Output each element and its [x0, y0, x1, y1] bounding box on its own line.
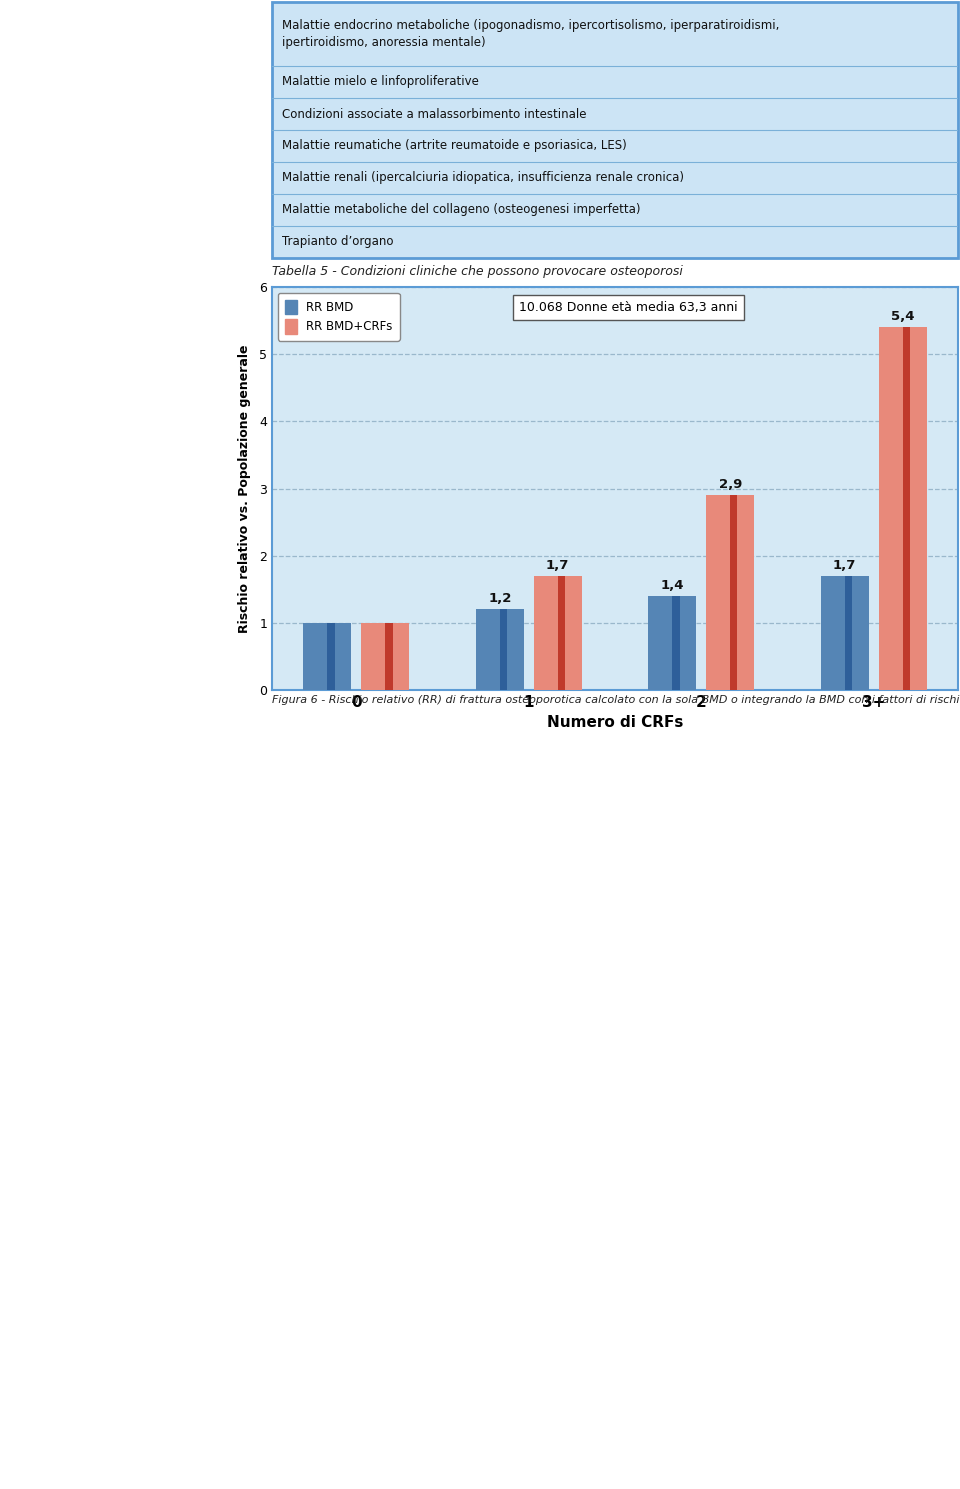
Text: 1,4: 1,4: [660, 579, 684, 593]
Legend: RR BMD, RR BMD+CRFs: RR BMD, RR BMD+CRFs: [277, 293, 399, 341]
Text: 10.068 Donne età media 63,3 anni: 10.068 Donne età media 63,3 anni: [519, 301, 737, 314]
Text: Trapianto d’organo: Trapianto d’organo: [282, 235, 394, 249]
Text: 1,7: 1,7: [833, 558, 856, 572]
Text: Condizioni associate a malassorbimento intestinale: Condizioni associate a malassorbimento i…: [282, 107, 587, 121]
Text: 5,4: 5,4: [891, 310, 915, 323]
Bar: [385, 622, 393, 689]
Text: Malattie mielo e linfoproliferative: Malattie mielo e linfoproliferative: [282, 76, 479, 88]
Bar: [706, 496, 755, 689]
Bar: [821, 576, 869, 689]
Bar: [878, 328, 926, 689]
Bar: [558, 576, 565, 689]
Text: Malattie renali (ipercalciuria idiopatica, insufficienza renale cronica): Malattie renali (ipercalciuria idiopatic…: [282, 171, 684, 185]
Text: 2,9: 2,9: [718, 478, 742, 491]
Text: Figura 6 - Rischio relativo (RR) di frattura osteoporotica calcolato con la sola: Figura 6 - Rischio relativo (RR) di frat…: [272, 695, 960, 706]
Bar: [475, 609, 524, 689]
Text: Malattie metaboliche del collageno (osteogenesi imperfetta): Malattie metaboliche del collageno (oste…: [282, 204, 640, 216]
Bar: [672, 596, 680, 689]
Text: Tabella 5 - Condizioni cliniche che possono provocare osteoporosi: Tabella 5 - Condizioni cliniche che poss…: [272, 265, 683, 278]
Text: Malattie reumatiche (artrite reumatoide e psoriasica, LES): Malattie reumatiche (artrite reumatoide …: [282, 140, 627, 152]
Text: 1,7: 1,7: [546, 558, 569, 572]
Bar: [534, 576, 582, 689]
Text: Malattie endocrino metaboliche (ipogonadismo, ipercortisolismo, iperparatiroidis: Malattie endocrino metaboliche (ipogonad…: [282, 19, 780, 49]
X-axis label: Numero di CRFs: Numero di CRFs: [547, 715, 684, 731]
Bar: [327, 622, 335, 689]
Bar: [303, 622, 351, 689]
Y-axis label: Rischio relativo vs. Popolazione generale: Rischio relativo vs. Popolazione general…: [238, 344, 251, 633]
Bar: [902, 328, 910, 689]
Bar: [731, 496, 737, 689]
Bar: [500, 609, 507, 689]
Bar: [361, 622, 409, 689]
Bar: [845, 576, 852, 689]
Text: 1,2: 1,2: [488, 593, 512, 606]
Bar: [648, 596, 696, 689]
FancyBboxPatch shape: [272, 1, 958, 258]
